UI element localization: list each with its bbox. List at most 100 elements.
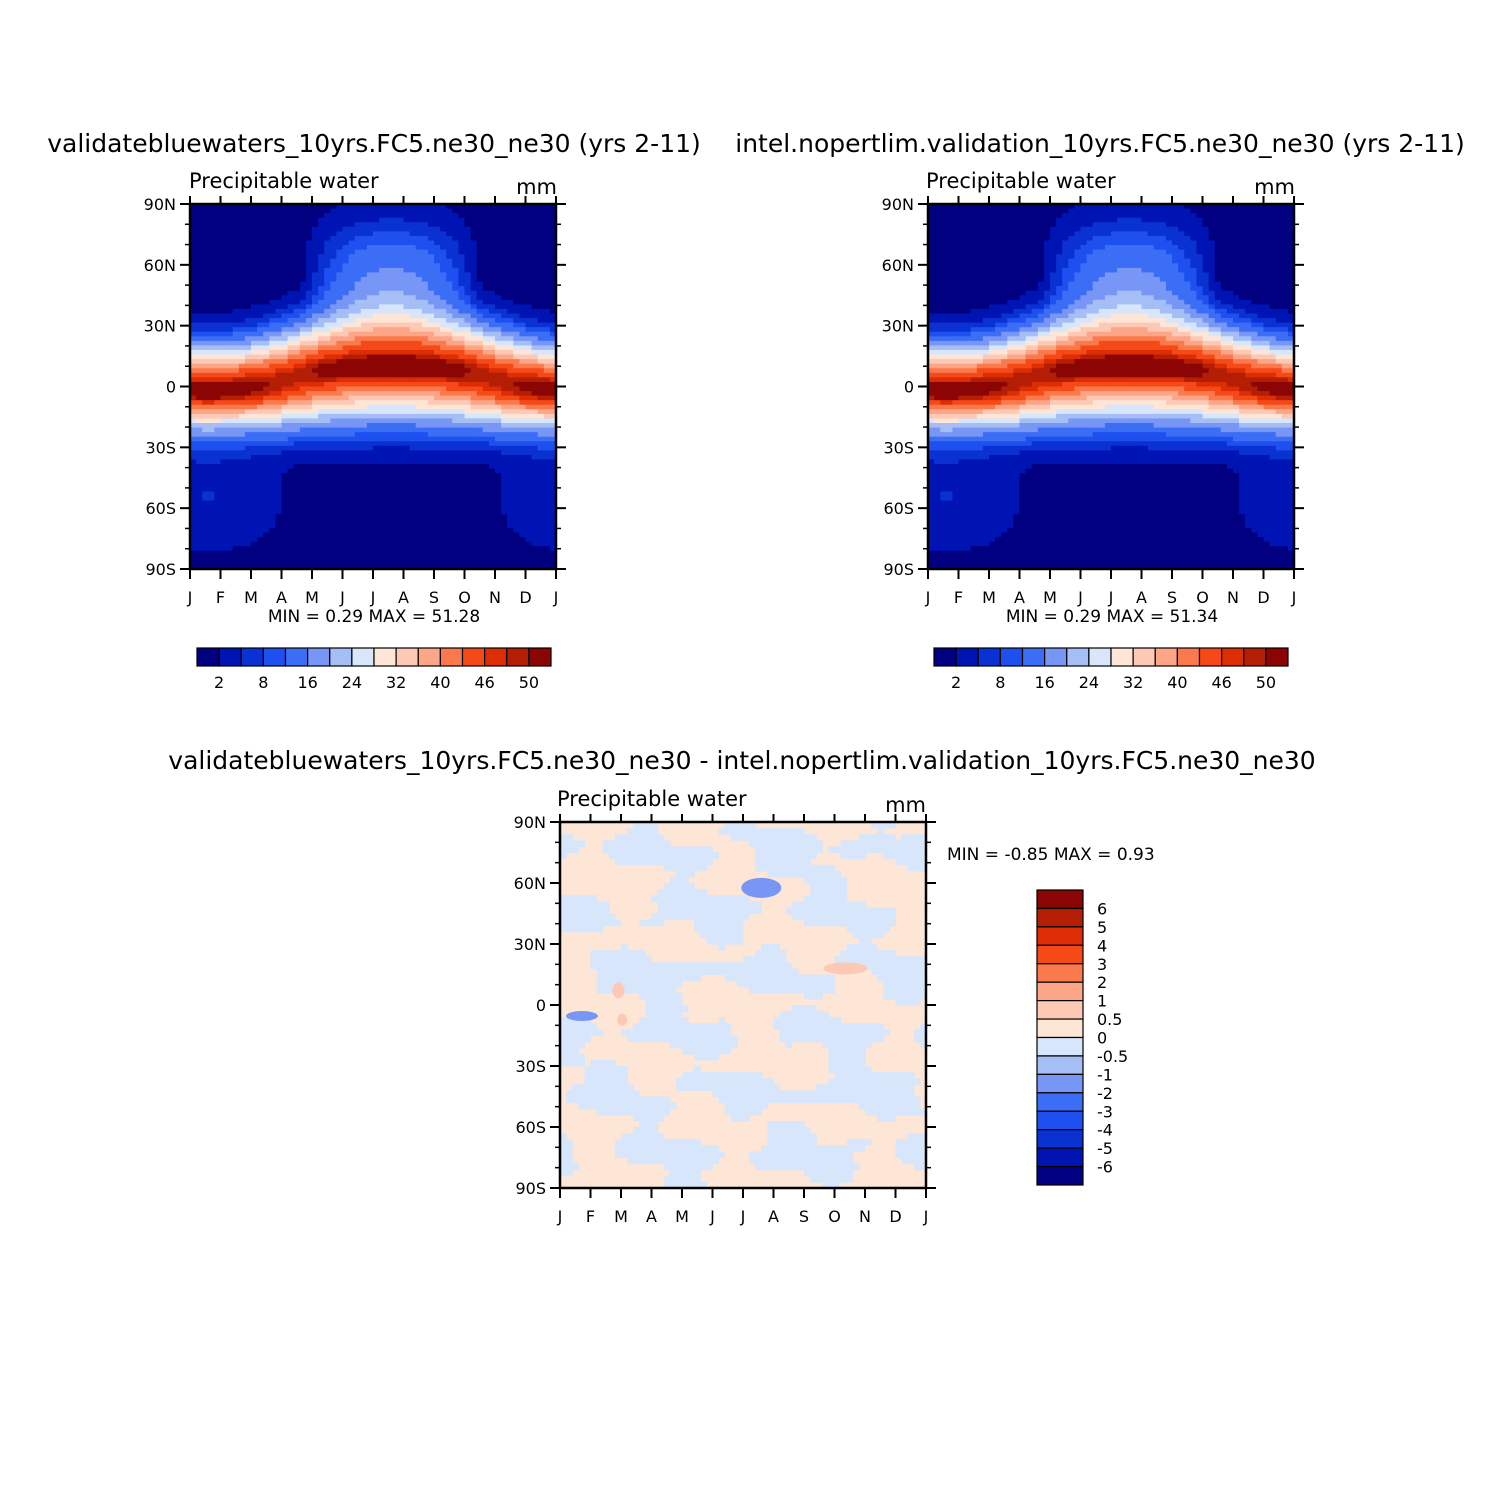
field-cell: [244, 258, 252, 264]
field-cell: [330, 400, 337, 406]
field-cell: [190, 204, 197, 210]
field-cell: [196, 240, 203, 246]
field-cell: [519, 464, 527, 470]
field-cell: [482, 204, 490, 210]
field-cell: [482, 249, 490, 255]
field-cell: [214, 546, 222, 552]
field-cell: [238, 564, 246, 570]
field-cell: [324, 308, 331, 315]
field-cell: [214, 295, 222, 301]
field-cell: [275, 213, 283, 219]
field-cell: [373, 491, 380, 497]
field-cell: [342, 473, 350, 479]
field-cell: [385, 327, 392, 333]
field-cell: [287, 286, 295, 292]
field-cell: [360, 559, 368, 566]
field-cell: [214, 413, 222, 420]
field-cell: [214, 304, 222, 310]
field-cell: [501, 340, 508, 347]
field-cell: [446, 523, 453, 529]
field-cell: [366, 427, 374, 433]
field-cell: [501, 204, 508, 210]
field-cell: [397, 295, 405, 301]
field-cell: [513, 491, 520, 497]
field-cell: [251, 267, 258, 274]
field-cell: [397, 564, 405, 570]
field-cell: [513, 222, 520, 228]
field-cell: [519, 226, 527, 232]
field-cell: [342, 555, 350, 561]
y-tick-label: 60S: [145, 499, 176, 518]
field-cell: [202, 204, 209, 210]
field-cell: [458, 313, 466, 319]
field-cell: [318, 400, 325, 406]
field-cell: [220, 381, 228, 388]
field-cell: [531, 496, 539, 502]
field-cell: [336, 286, 344, 292]
field-cell: [495, 299, 502, 305]
field-cell: [440, 263, 447, 269]
field-cell: [434, 450, 441, 456]
field-cell: [244, 450, 252, 456]
field-cell: [214, 391, 222, 397]
field-cell: [495, 423, 502, 429]
field-cell: [287, 299, 295, 305]
field-cell: [342, 404, 350, 410]
field-cell: [434, 304, 441, 310]
field-cell: [488, 359, 496, 365]
field-cell: [470, 277, 478, 283]
field-cell: [299, 486, 307, 493]
field-cell: [324, 235, 331, 242]
field-cell: [379, 409, 386, 415]
field-cell: [507, 336, 514, 342]
field-cell: [312, 514, 319, 520]
field-cell: [403, 217, 411, 223]
field-cell: [543, 468, 551, 474]
field-cell: [366, 313, 374, 319]
field-cell: [214, 286, 222, 292]
field-cell: [251, 445, 258, 451]
field-cell: [446, 313, 453, 319]
field-cell: [275, 464, 283, 470]
field-cell: [263, 409, 270, 415]
field-cell: [458, 500, 466, 506]
field-cell: [434, 249, 441, 255]
field-cell: [537, 423, 545, 429]
field-cell: [452, 427, 459, 433]
field-cell: [531, 427, 539, 433]
field-cell: [318, 272, 325, 278]
field-cell: [226, 217, 234, 223]
field-cell: [238, 450, 246, 456]
field-cell: [440, 372, 447, 378]
field-cell: [421, 450, 429, 456]
field-cell: [196, 491, 203, 497]
field-cell: [549, 450, 557, 456]
field-cell: [482, 340, 490, 347]
field-cell: [452, 204, 459, 210]
field-cell: [495, 477, 502, 483]
field-cell: [525, 336, 533, 342]
field-cell: [385, 222, 392, 228]
field-cell: [501, 473, 508, 479]
field-cell: [251, 304, 258, 310]
field-cell: [220, 391, 228, 397]
field-cell: [208, 381, 215, 388]
field-cell: [287, 304, 295, 310]
field-cell: [458, 564, 466, 570]
field-cell: [452, 477, 459, 483]
field-cell: [519, 486, 527, 493]
field-cell: [415, 505, 423, 511]
field-cell: [525, 505, 533, 511]
field-cell: [501, 245, 508, 251]
field-cell: [293, 304, 301, 310]
colorbar-swatch: [461, 647, 486, 667]
field-cell: [324, 204, 331, 210]
field-cell: [525, 272, 533, 278]
field-cell: [440, 441, 447, 447]
field-cell: [415, 445, 423, 451]
field-cell: [446, 240, 453, 246]
field-cell: [507, 281, 514, 287]
field-cell: [452, 459, 459, 465]
field-cell: [366, 254, 374, 260]
field-cell: [373, 413, 380, 420]
